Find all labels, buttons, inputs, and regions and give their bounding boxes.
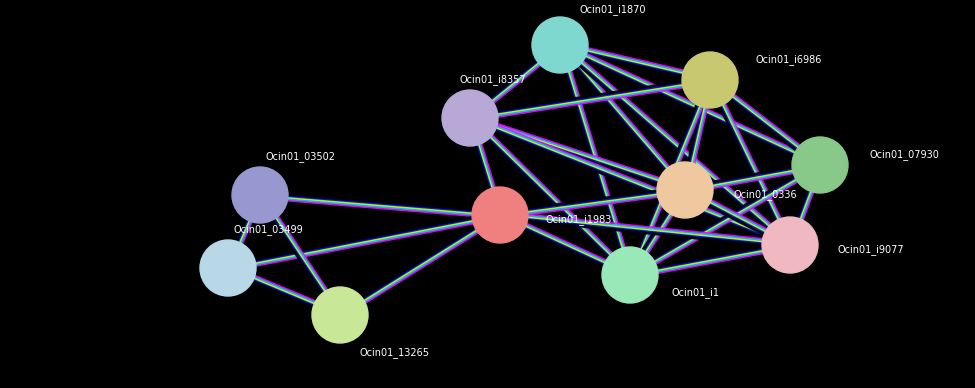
- Circle shape: [602, 247, 658, 303]
- Circle shape: [657, 162, 713, 218]
- Circle shape: [200, 240, 256, 296]
- Circle shape: [792, 137, 848, 193]
- Text: Ocin01_03499: Ocin01_03499: [233, 225, 303, 236]
- Text: Ocin01_13265: Ocin01_13265: [360, 348, 430, 359]
- Text: Ocin01_03502: Ocin01_03502: [265, 152, 335, 163]
- Circle shape: [762, 217, 818, 273]
- Circle shape: [532, 17, 588, 73]
- Text: Ocin01_i1870: Ocin01_i1870: [580, 5, 646, 16]
- Circle shape: [312, 287, 368, 343]
- Circle shape: [472, 187, 528, 243]
- Text: Ocin01_i1: Ocin01_i1: [672, 288, 720, 298]
- Circle shape: [232, 167, 288, 223]
- Text: Ocin01_i6986: Ocin01_i6986: [755, 55, 821, 66]
- Text: Ocin01_07930: Ocin01_07930: [870, 149, 940, 161]
- Text: Ocin01_i8357: Ocin01_i8357: [460, 74, 526, 85]
- Text: Ocin01_i1983: Ocin01_i1983: [545, 215, 611, 225]
- Text: Ocin01_0336: Ocin01_0336: [733, 190, 797, 201]
- Circle shape: [442, 90, 498, 146]
- Text: Ocin01_i9077: Ocin01_i9077: [838, 244, 905, 255]
- Circle shape: [682, 52, 738, 108]
